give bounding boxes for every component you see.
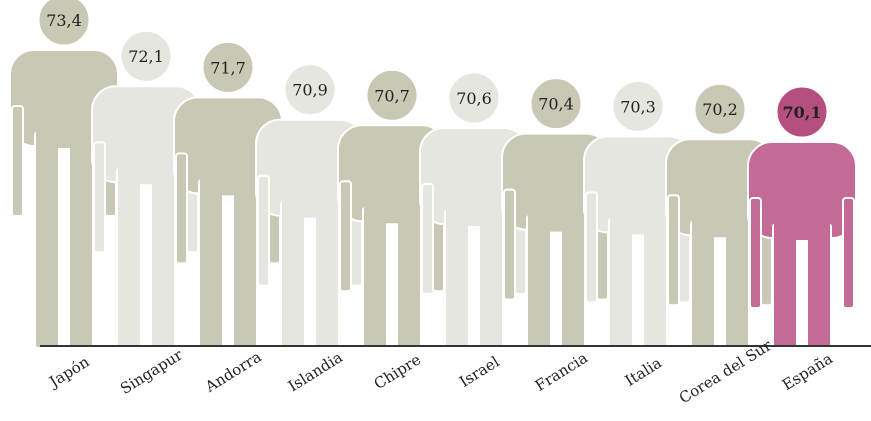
figure-head: [36, 0, 92, 48]
figure-right-leg: [68, 131, 94, 349]
figure-head: [692, 81, 748, 137]
figure-head: [282, 62, 338, 118]
category-label: Francia: [532, 349, 591, 395]
figure-right-arm: [842, 197, 855, 309]
figure-right-leg: [642, 217, 668, 349]
figure-hip: [774, 218, 830, 240]
figure-left-arm: [667, 194, 680, 307]
figure-left-leg: [280, 200, 306, 349]
figure-left-arm: [257, 174, 270, 287]
figure-right-leg: [232, 178, 258, 349]
figure-hip: [282, 195, 338, 218]
figure-right-leg: [724, 220, 750, 350]
figure-head: [364, 67, 420, 123]
figure-hip: [364, 201, 420, 224]
figure-head: [610, 78, 666, 134]
figure-hip: [118, 162, 174, 185]
figure-hip: [200, 173, 256, 196]
figure-left-arm: [503, 188, 516, 301]
category-label: Israel: [456, 353, 503, 391]
value-label: 70,6: [456, 89, 492, 108]
figure-left-leg: [198, 178, 224, 349]
figure-left-leg: [772, 223, 798, 349]
figure-hip: [36, 126, 92, 148]
figure-left-arm: [11, 105, 24, 217]
value-label: 72,1: [128, 47, 164, 66]
category-label: Italia: [622, 354, 665, 390]
value-label: 70,3: [620, 97, 656, 116]
figure-left-arm: [339, 180, 352, 293]
figure-left-arm: [749, 197, 762, 309]
figure-hip: [692, 215, 748, 238]
person-figure: [9, 0, 119, 349]
category-label: Singapur: [117, 345, 186, 398]
figures-group: 73,4 72,1 71,7 70,9 70,7 70,6 70,4 70,3 70,2 70,1: [9, 0, 857, 350]
figure-left-leg: [526, 214, 552, 349]
figure-head: [118, 28, 174, 84]
figure-left-arm: [421, 183, 434, 296]
value-label: 70,9: [292, 81, 328, 100]
category-label: Islandia: [285, 348, 346, 395]
figure-head: [200, 39, 256, 95]
figure-head: [528, 76, 584, 132]
figure-right-leg: [314, 200, 340, 349]
figure-left-leg: [608, 217, 634, 349]
figure-right-leg: [478, 209, 504, 349]
figure-right-leg: [150, 167, 176, 349]
figure-hip: [528, 209, 584, 232]
category-label: Andorra: [201, 348, 264, 397]
figure-head: [446, 70, 502, 126]
figure-hip: [610, 212, 666, 235]
figure-left-leg: [444, 209, 470, 349]
figure-left-arm: [93, 141, 106, 254]
figure-left-leg: [116, 167, 142, 349]
value-label: 73,4: [46, 11, 82, 30]
value-label: 70,4: [538, 95, 574, 114]
value-label: 70,7: [374, 86, 410, 105]
figure-hip: [446, 204, 502, 227]
value-label: 71,7: [210, 58, 246, 77]
figure-right-leg: [806, 223, 832, 349]
value-label: 70,1: [783, 103, 822, 122]
figure-left-leg: [690, 220, 716, 350]
category-label: Japón: [45, 352, 93, 391]
person-figure: [583, 78, 693, 349]
figure-right-leg: [560, 214, 586, 349]
figure-right-leg: [396, 206, 422, 349]
category-label: Chipre: [371, 350, 424, 393]
figure-left-arm: [585, 191, 598, 304]
figure-head: [774, 84, 830, 140]
category-label: España: [779, 349, 836, 394]
figure-left-leg: [362, 206, 388, 349]
value-label: 70,2: [702, 100, 738, 119]
figure-left-arm: [175, 152, 188, 265]
figure-left-leg: [34, 131, 60, 349]
person-figure: [747, 84, 857, 349]
